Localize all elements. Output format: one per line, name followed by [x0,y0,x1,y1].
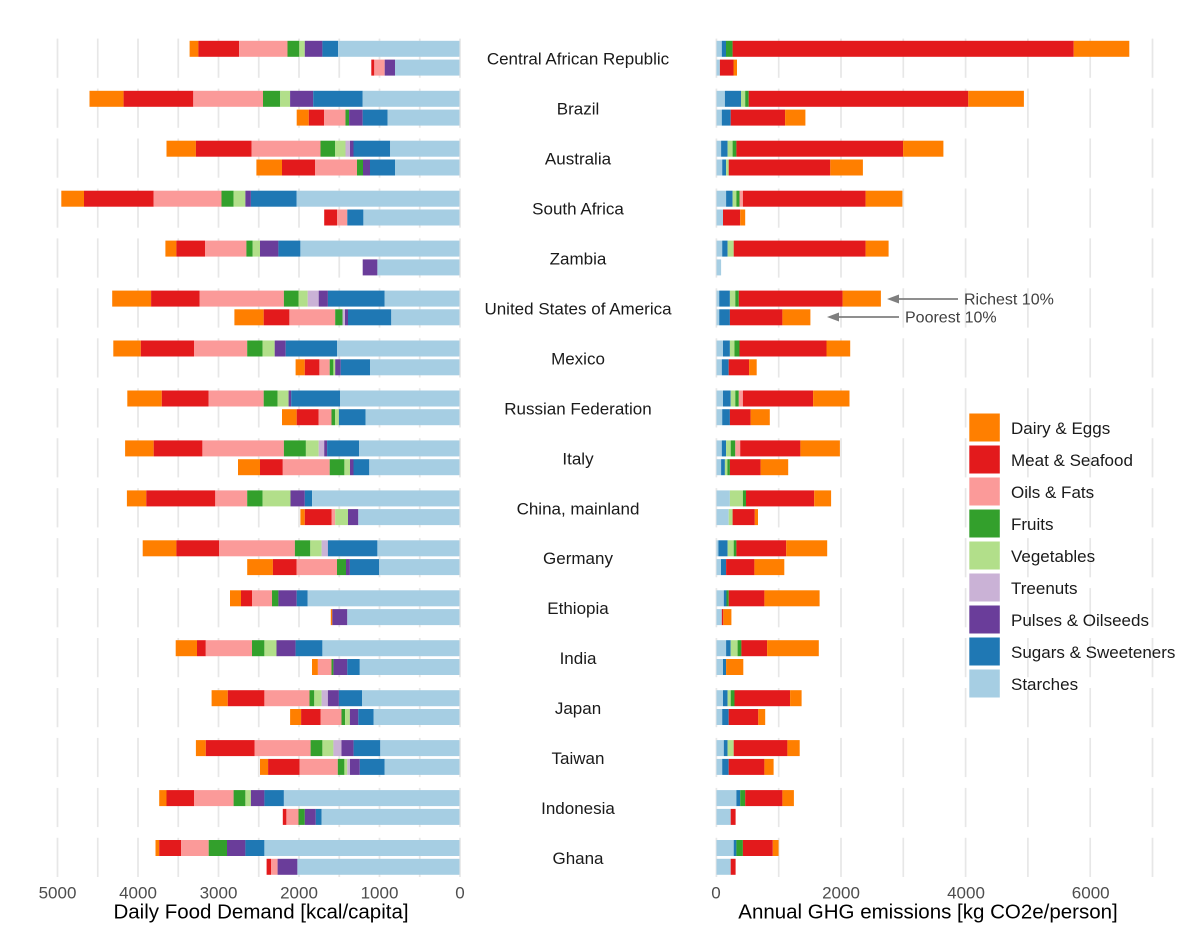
svg-text:Dairy & Eggs: Dairy & Eggs [1011,419,1110,438]
svg-text:0: 0 [455,884,464,903]
svg-text:Fruits: Fruits [1011,515,1054,534]
svg-text:4000: 4000 [119,884,157,903]
svg-text:Russian Federation: Russian Federation [504,399,651,418]
svg-text:0: 0 [711,884,720,903]
svg-text:Daily Food Demand [kcal/capita: Daily Food Demand [kcal/capita] [113,901,408,924]
svg-text:6000: 6000 [1072,884,1110,903]
svg-text:Ghana: Ghana [552,849,604,868]
svg-text:South Africa: South Africa [532,200,624,219]
svg-text:Oils & Fats: Oils & Fats [1011,483,1094,502]
svg-text:Japan: Japan [555,699,601,718]
svg-text:2000: 2000 [280,884,318,903]
svg-text:India: India [560,649,597,668]
svg-text:Treenuts: Treenuts [1011,579,1077,598]
svg-text:3000: 3000 [200,884,238,903]
svg-text:Italy: Italy [562,449,594,468]
svg-text:Germany: Germany [543,549,613,568]
svg-text:Central African Republic: Central African Republic [487,50,670,69]
svg-text:Zambia: Zambia [550,250,607,269]
svg-text:Sugars & Sweeteners: Sugars & Sweeteners [1011,643,1175,662]
svg-text:Pulses & Oilseeds: Pulses & Oilseeds [1011,611,1149,630]
svg-text:Ethiopia: Ethiopia [547,599,609,618]
svg-text:Vegetables: Vegetables [1011,547,1095,566]
svg-text:5000: 5000 [39,884,77,903]
svg-text:Starches: Starches [1011,675,1078,694]
svg-text:Richest 10%: Richest 10% [964,291,1054,308]
svg-text:Meat & Seafood: Meat & Seafood [1011,451,1133,470]
svg-text:Indonesia: Indonesia [541,799,615,818]
svg-text:China, mainland: China, mainland [517,499,640,518]
svg-text:4000: 4000 [947,884,985,903]
svg-text:Mexico: Mexico [551,349,605,368]
svg-text:Annual GHG emissions [kg CO2e/: Annual GHG emissions [kg CO2e/person] [738,901,1117,924]
svg-text:Brazil: Brazil [557,100,600,119]
svg-text:Taiwan: Taiwan [552,749,605,768]
svg-text:United States of America: United States of America [484,299,672,318]
svg-text:Poorest 10%: Poorest 10% [905,309,997,326]
svg-text:1000: 1000 [361,884,399,903]
svg-text:2000: 2000 [822,884,860,903]
svg-text:Australia: Australia [545,150,612,169]
